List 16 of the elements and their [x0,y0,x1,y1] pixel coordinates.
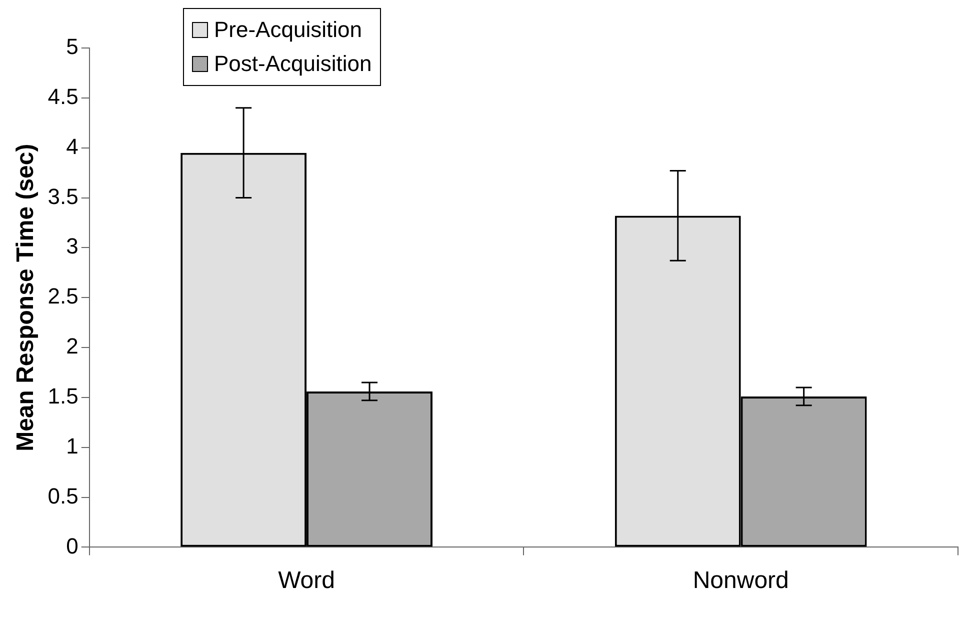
y-tick-label: 3 [66,234,78,259]
y-tick-label: 1 [66,433,78,458]
y-axis-title: Mean Response Time (sec) [12,144,40,452]
y-tick-label: 4.5 [48,84,78,109]
y-tick-label: 0.5 [48,483,78,508]
y-tick-label: 2 [66,334,78,359]
y-tick-label: 0 [66,533,78,558]
x-tick-label: Nonword [692,567,789,594]
y-tick-label: 3.5 [48,184,78,209]
legend-label: Pre-Acquisition [214,16,362,44]
y-tick-label: 4 [66,134,78,159]
y-tick-label: 5 [66,34,78,60]
y-tick-label: 2.5 [48,284,78,309]
legend-label: Post-Acquisition [214,50,372,78]
x-tick-label: Word [278,567,335,594]
y-tick-label: 1.5 [48,384,78,409]
